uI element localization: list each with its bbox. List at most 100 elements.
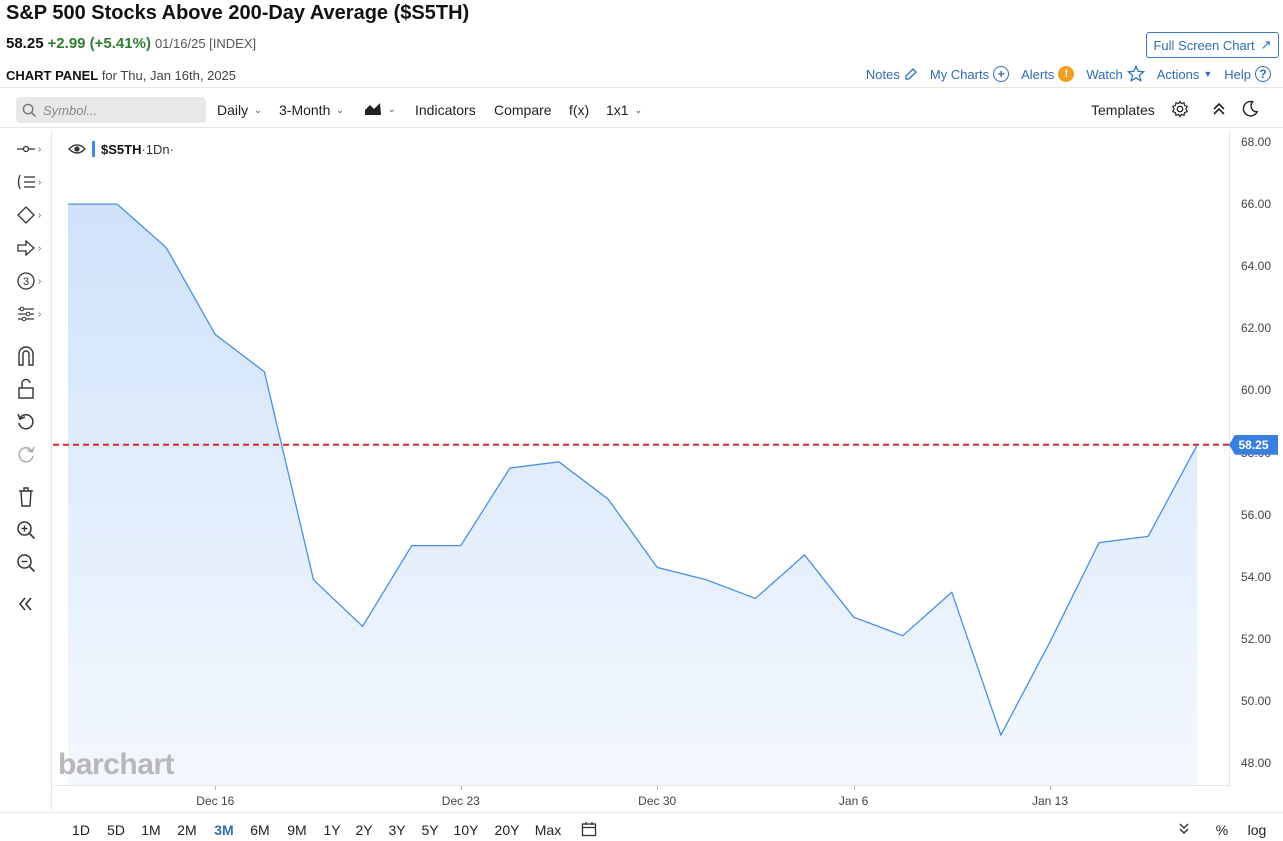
full-screen-chart-button[interactable]: Full Screen Chart ↗ [1146,32,1279,58]
measure-tools[interactable]: › [16,303,46,325]
eye-icon[interactable] [68,143,86,155]
data-point [312,578,316,582]
shape-tools[interactable]: › [16,204,46,226]
time-axis[interactable]: Dec 16 Dec 23 Dec 30 Jan 6 Jan 13 [53,785,1230,812]
range-button-max[interactable]: Max [534,822,562,838]
range-button-5d[interactable]: 5D [107,822,125,838]
magnet-icon [18,346,34,366]
price-axis[interactable]: 68.0066.0064.0062.0060.0058.0056.0054.00… [1229,130,1283,785]
zoom-out-icon [17,554,36,573]
arrow-tools[interactable]: › [16,237,46,259]
double-chevron-down-icon[interactable] [1177,821,1191,837]
price-change: +2.99 (+5.41%) [47,35,151,52]
drawing-tools-sidebar: › › › › 3 › › [0,130,52,810]
actions-menu[interactable]: Actions ▼ [1157,67,1213,82]
chevron-right-icon: › [38,176,42,188]
data-point [655,565,659,569]
my-charts-link[interactable]: My Charts + [929,66,1010,82]
svg-text:3: 3 [23,276,29,288]
range-button-6m[interactable]: 6M [250,822,270,838]
notes-link[interactable]: Notes [866,67,918,82]
alerts-link[interactable]: Alerts ! [1021,66,1075,82]
range-button-3m[interactable]: 3M [214,822,234,838]
data-point [950,590,954,594]
templates-button[interactable]: Templates [1091,102,1155,118]
watch-link[interactable]: Watch [1086,65,1145,83]
x-tick-mark [1050,786,1051,790]
fib-tools[interactable]: › [16,171,46,193]
log-scale-toggle[interactable]: log [1247,822,1267,838]
star-icon [1126,65,1145,83]
collapse-sidebar-button[interactable] [16,593,46,615]
zoom-out-button[interactable] [16,552,46,574]
actions-label: Actions [1156,66,1200,82]
data-point [753,596,757,600]
price-chart[interactable] [53,130,1230,785]
y-tick-label: 54.00 [1241,569,1272,584]
range-button-1d[interactable]: 1D [72,822,90,838]
symbol-input[interactable] [43,102,193,118]
magnet-button[interactable] [16,345,46,367]
range-button-3y[interactable]: 3Y [388,822,406,838]
range-button-10y[interactable]: 10Y [453,822,479,838]
chart-type-dropdown[interactable]: ⌄ [364,102,396,116]
undo-button[interactable] [16,411,46,433]
calendar-icon[interactable] [581,821,597,837]
compare-button[interactable]: Compare [494,102,552,118]
line-tools[interactable]: › [16,138,46,160]
interval-dropdown[interactable]: Daily ⌄ [217,102,262,118]
settings-gear[interactable] [1171,100,1189,118]
range-button-9m[interactable]: 9M [287,822,307,838]
help-link[interactable]: Help ? [1224,66,1271,82]
x-tick-mark [853,786,855,790]
function-button[interactable]: f(x) [569,102,590,118]
pattern-icon [18,306,34,322]
range-button-1m[interactable]: 1M [141,822,161,838]
annotation-tools[interactable]: 3 › [16,270,46,292]
range-button-1y[interactable]: 1Y [323,822,341,838]
gear-icon [1171,100,1189,118]
numbered-circle-icon: 3 [17,272,35,290]
range-button-2y[interactable]: 2Y [355,822,373,838]
indicators-button[interactable]: Indicators [415,102,476,118]
shape-icon [17,206,35,224]
delete-drawings-button[interactable] [16,486,46,508]
layout-dropdown[interactable]: 1x1 ⌄ [606,102,642,118]
y-tick-label: 66.00 [1241,197,1272,212]
series-line [68,203,1198,737]
panel-links: Notes My Charts + Alerts ! Watch Actions… [866,65,1271,83]
help-icon: ? [1255,66,1271,82]
chart-plot-area[interactable] [53,130,1230,785]
help-label: Help [1224,66,1251,82]
dark-mode-toggle[interactable] [1241,100,1259,118]
chevron-down-icon: ⌄ [634,104,643,115]
range-button-5y[interactable]: 5Y [421,822,439,838]
period-dropdown[interactable]: 3-Month ⌄ [279,102,344,118]
moon-icon [1242,100,1259,117]
zoom-in-button[interactable] [16,519,46,541]
data-point [606,497,610,501]
area-chart-icon [365,103,381,115]
redo-button[interactable] [16,444,46,466]
arrow-right-icon [17,240,35,256]
y-tick-label: 52.00 [1241,631,1272,646]
legend-symbol[interactable]: $S5TH [101,141,142,157]
my-charts-label: My Charts [929,66,990,82]
percent-scale-toggle[interactable]: % [1215,822,1229,838]
double-chevron-left-icon [18,597,32,611]
chart-panel-label-date: for Thu, Jan 16th, 2025 [98,68,237,83]
y-tick-label: 56.00 [1241,507,1272,522]
series-color-marker [92,141,95,157]
chevron-right-icon: › [38,275,42,287]
symbol-search[interactable] [16,97,206,123]
range-button-20y[interactable]: 20Y [494,822,520,838]
range-button-2m[interactable]: 2M [177,822,197,838]
data-point [213,333,217,337]
period-label: 3-Month [279,102,331,118]
collapse-toolbar-button[interactable] [1211,100,1227,118]
lock-button[interactable] [16,378,46,400]
alerts-label: Alerts [1021,66,1055,82]
y-tick-label: 48.00 [1241,756,1272,770]
search-icon [22,103,37,117]
data-point [704,578,708,582]
